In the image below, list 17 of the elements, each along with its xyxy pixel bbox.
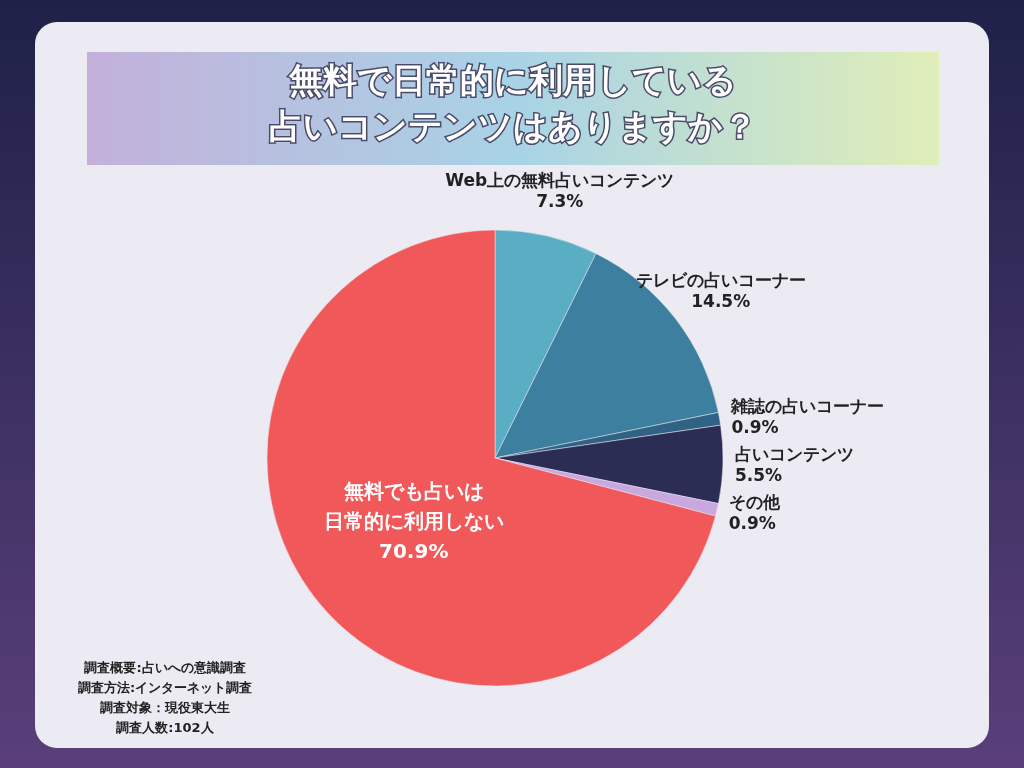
slice-label: 占いコンテンツ (734, 444, 854, 465)
text: 調査人数:102人 (116, 720, 215, 735)
slice-label: Web上の無料占いコンテンツ (445, 169, 675, 190)
text: 調査概要:占いへの意識調査 (84, 660, 246, 675)
slice-label: 雑誌の占いコーナー (730, 396, 885, 417)
data-label: 7.3% (536, 190, 584, 211)
data-label: 5.5% (734, 465, 783, 486)
data-label: 0.9% (728, 513, 776, 534)
data-label: 70.9% (379, 538, 449, 563)
data-label: 0.9% (731, 417, 779, 438)
text: 調査方法:インターネット調査 (77, 680, 253, 695)
chart-title: 無料で日常的に利用している占いコンテンツはありますか？ (269, 60, 757, 146)
data-label: 14.5% (691, 290, 751, 311)
slice-label: 無料でも占いは日常的に利用しない (323, 478, 504, 533)
slice-label: その他 (728, 492, 781, 513)
slice-label: テレビの占いコーナー (635, 269, 806, 290)
text: 調査対象：現役東大生 (100, 700, 230, 715)
